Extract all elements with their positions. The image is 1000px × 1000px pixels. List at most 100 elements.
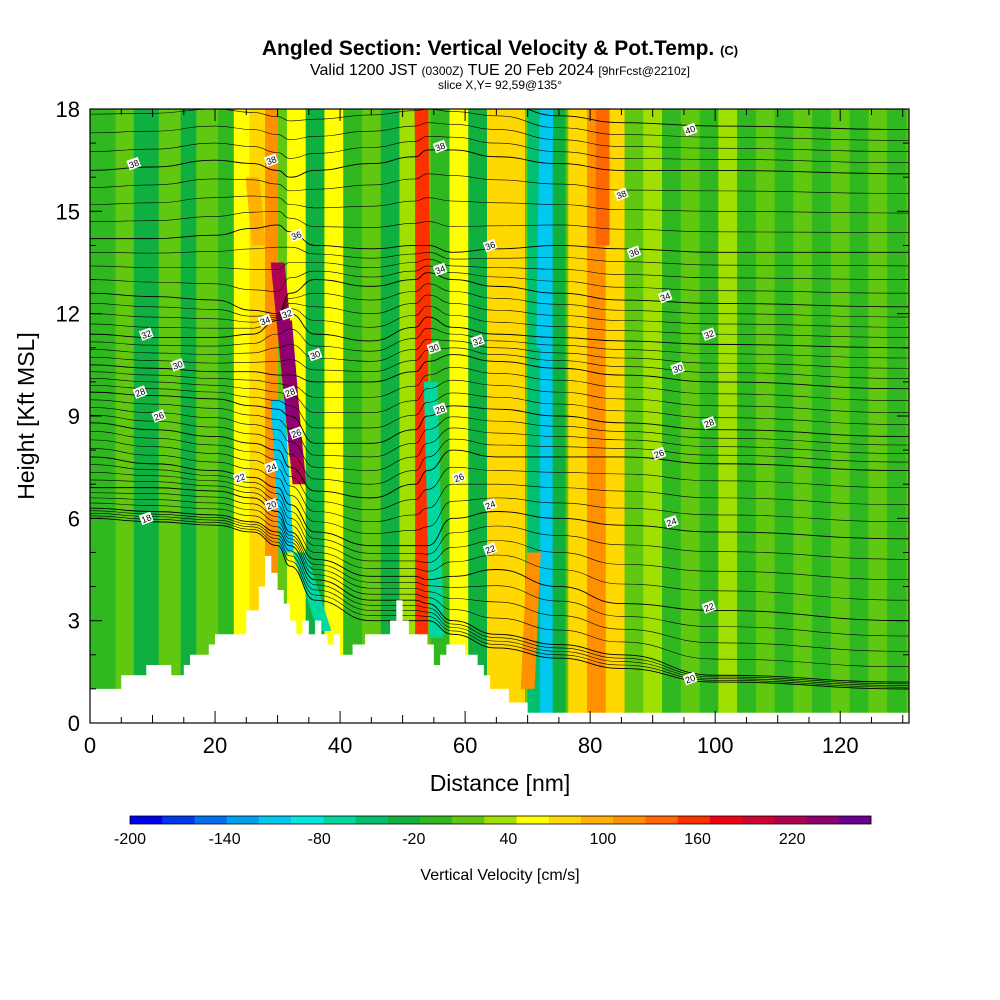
theta-contour-18-1 bbox=[90, 515, 909, 688]
theta-contour-34-3 bbox=[90, 246, 909, 267]
colorbar-tick-label-3: -20 bbox=[402, 831, 425, 848]
contour-label-34: 20 bbox=[682, 671, 698, 686]
y-tick-label-6: 6 bbox=[68, 506, 80, 531]
contour-label-text: 20 bbox=[684, 673, 697, 686]
updraft-core-2 bbox=[414, 109, 432, 348]
theta-contour-34 bbox=[90, 272, 909, 315]
velocity-band-14 bbox=[361, 109, 382, 723]
velocity-band-42 bbox=[868, 109, 888, 723]
x-tick-label-40: 40 bbox=[328, 733, 352, 758]
contour-label-text: 22 bbox=[234, 471, 247, 484]
contour-label-box bbox=[664, 514, 679, 529]
colorbar-frame bbox=[129, 815, 872, 825]
velocity-band-31 bbox=[662, 109, 682, 723]
contour-label-box bbox=[279, 306, 295, 321]
contour-label-text: 36 bbox=[484, 240, 497, 253]
downdraft-core-0 bbox=[270, 398, 294, 553]
contour-label-box bbox=[626, 245, 642, 260]
x-tick-label-20: 20 bbox=[203, 733, 227, 758]
colorbar-swatch-16 bbox=[645, 816, 678, 824]
contour-label-7: 36 bbox=[626, 245, 642, 260]
theta-contour-36 bbox=[90, 224, 909, 253]
contour-label-8: 34 bbox=[432, 262, 448, 277]
contour-label-text: 28 bbox=[134, 386, 147, 399]
colorbar-swatch-5 bbox=[291, 816, 324, 824]
colorbar-swatch-6 bbox=[323, 816, 356, 824]
theta-contour-38-2 bbox=[90, 122, 909, 152]
contour-label-box bbox=[426, 341, 442, 355]
theta-contour-22-2 bbox=[90, 471, 909, 581]
theta-contour-30-3 bbox=[90, 327, 909, 359]
contour-label-box bbox=[132, 385, 148, 399]
contour-label-box bbox=[482, 238, 498, 253]
theta-contour-30-2 bbox=[90, 338, 909, 369]
contour-label-text: 30 bbox=[309, 349, 322, 362]
colorbar-swatch-19 bbox=[742, 816, 775, 824]
theta-contour-28-2 bbox=[90, 378, 909, 413]
contour-label-text: 32 bbox=[281, 308, 294, 321]
theta-contour-28-3 bbox=[90, 367, 909, 401]
contour-label-12: 32 bbox=[138, 327, 154, 341]
theta-contour-30-1 bbox=[90, 347, 909, 379]
contour-label-11: 32 bbox=[279, 306, 295, 321]
contour-label-box bbox=[170, 358, 185, 372]
theta-contour-40 bbox=[526, 109, 909, 130]
colorbar-swatch-12 bbox=[516, 816, 550, 824]
y-tick-label-0: 0 bbox=[68, 711, 80, 736]
terrain-mask bbox=[90, 555, 909, 723]
theta-contour-34-2 bbox=[90, 258, 909, 280]
x-tick-label-60: 60 bbox=[453, 733, 477, 758]
colorbar-swatch-0 bbox=[130, 816, 163, 824]
contour-label-text: 24 bbox=[665, 516, 678, 529]
contour-label-text: 30 bbox=[171, 359, 184, 372]
colorbar-tick-label-6: 160 bbox=[684, 831, 711, 848]
colorbar-swatch-7 bbox=[355, 816, 389, 824]
terrain bbox=[90, 555, 909, 723]
updraft-core-4 bbox=[520, 552, 541, 689]
colorbar-tick-label-0: -200 bbox=[114, 831, 146, 848]
contour-label-text: 34 bbox=[434, 263, 447, 276]
contour-label-6: 36 bbox=[482, 238, 498, 253]
contour-label-box bbox=[257, 313, 273, 328]
chart-title: Angled Section: Vertical Velocity & Pot.… bbox=[261, 37, 739, 60]
contour-label-2: 38 bbox=[432, 139, 448, 154]
velocity-band-5 bbox=[196, 109, 222, 723]
theta-contour-26-3 bbox=[90, 399, 909, 458]
colorbar-swatch-1 bbox=[162, 816, 195, 824]
contour-label-box bbox=[126, 156, 142, 171]
velocity-band-7 bbox=[233, 109, 254, 723]
contour-labels: 38 38 38 40 38 36 36 36 34 34 34 32 32 32 32 30 30 30 30 28… bbox=[126, 122, 717, 686]
contour-label-33: 20 bbox=[263, 497, 279, 512]
colorbar-swatch-8 bbox=[387, 816, 421, 824]
contour-label-text: 28 bbox=[703, 417, 716, 430]
colorbar-swatch-15 bbox=[613, 816, 646, 824]
velocity-band-15 bbox=[380, 109, 400, 723]
velocity-band-40 bbox=[830, 109, 851, 723]
velocity-band-41 bbox=[849, 109, 869, 723]
contour-label-0: 38 bbox=[126, 156, 142, 171]
contour-label-text: 38 bbox=[434, 141, 447, 154]
theta-contour-28 bbox=[90, 391, 909, 444]
contour-label-text: 32 bbox=[140, 328, 153, 341]
contour-label-box bbox=[307, 347, 323, 362]
chart-valid-time: Valid 1200 JST (0300Z) TUE 20 Feb 2024 [… bbox=[310, 62, 690, 79]
y-tick-label-12: 12 bbox=[56, 302, 80, 327]
contour-label-text: 34 bbox=[259, 315, 272, 328]
velocity-band-21 bbox=[486, 109, 507, 723]
contour-label-text: 26 bbox=[153, 410, 166, 423]
velocity-band-27 bbox=[587, 109, 607, 723]
contour-label-text: 30 bbox=[428, 342, 441, 355]
contour-label-text: 26 bbox=[290, 427, 303, 440]
contour-label-text: 22 bbox=[484, 543, 497, 556]
contour-label-box bbox=[432, 139, 448, 154]
contour-label-28: 24 bbox=[482, 497, 498, 512]
contour-label-box bbox=[670, 361, 686, 375]
velocity-band-33 bbox=[699, 109, 719, 723]
velocity-band-43 bbox=[887, 109, 907, 723]
contour-label-box bbox=[282, 385, 298, 399]
contour-label-box bbox=[432, 262, 448, 277]
y-tick-label-9: 9 bbox=[68, 404, 80, 429]
contour-label-text: 28 bbox=[284, 386, 297, 399]
